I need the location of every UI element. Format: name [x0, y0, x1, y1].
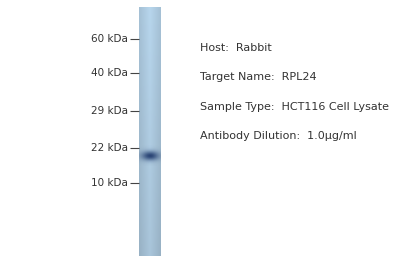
Text: Target Name:  RPL24: Target Name: RPL24	[200, 72, 317, 83]
Text: 22 kDa: 22 kDa	[91, 143, 128, 153]
Text: 29 kDa: 29 kDa	[91, 106, 128, 116]
Text: Sample Type:  HCT116 Cell Lysate: Sample Type: HCT116 Cell Lysate	[200, 102, 389, 112]
Text: 10 kDa: 10 kDa	[91, 178, 128, 188]
Text: 60 kDa: 60 kDa	[91, 34, 128, 44]
Text: Host:  Rabbit: Host: Rabbit	[200, 43, 272, 53]
Text: Antibody Dilution:  1.0μg/ml: Antibody Dilution: 1.0μg/ml	[200, 131, 357, 141]
Text: 40 kDa: 40 kDa	[91, 68, 128, 78]
